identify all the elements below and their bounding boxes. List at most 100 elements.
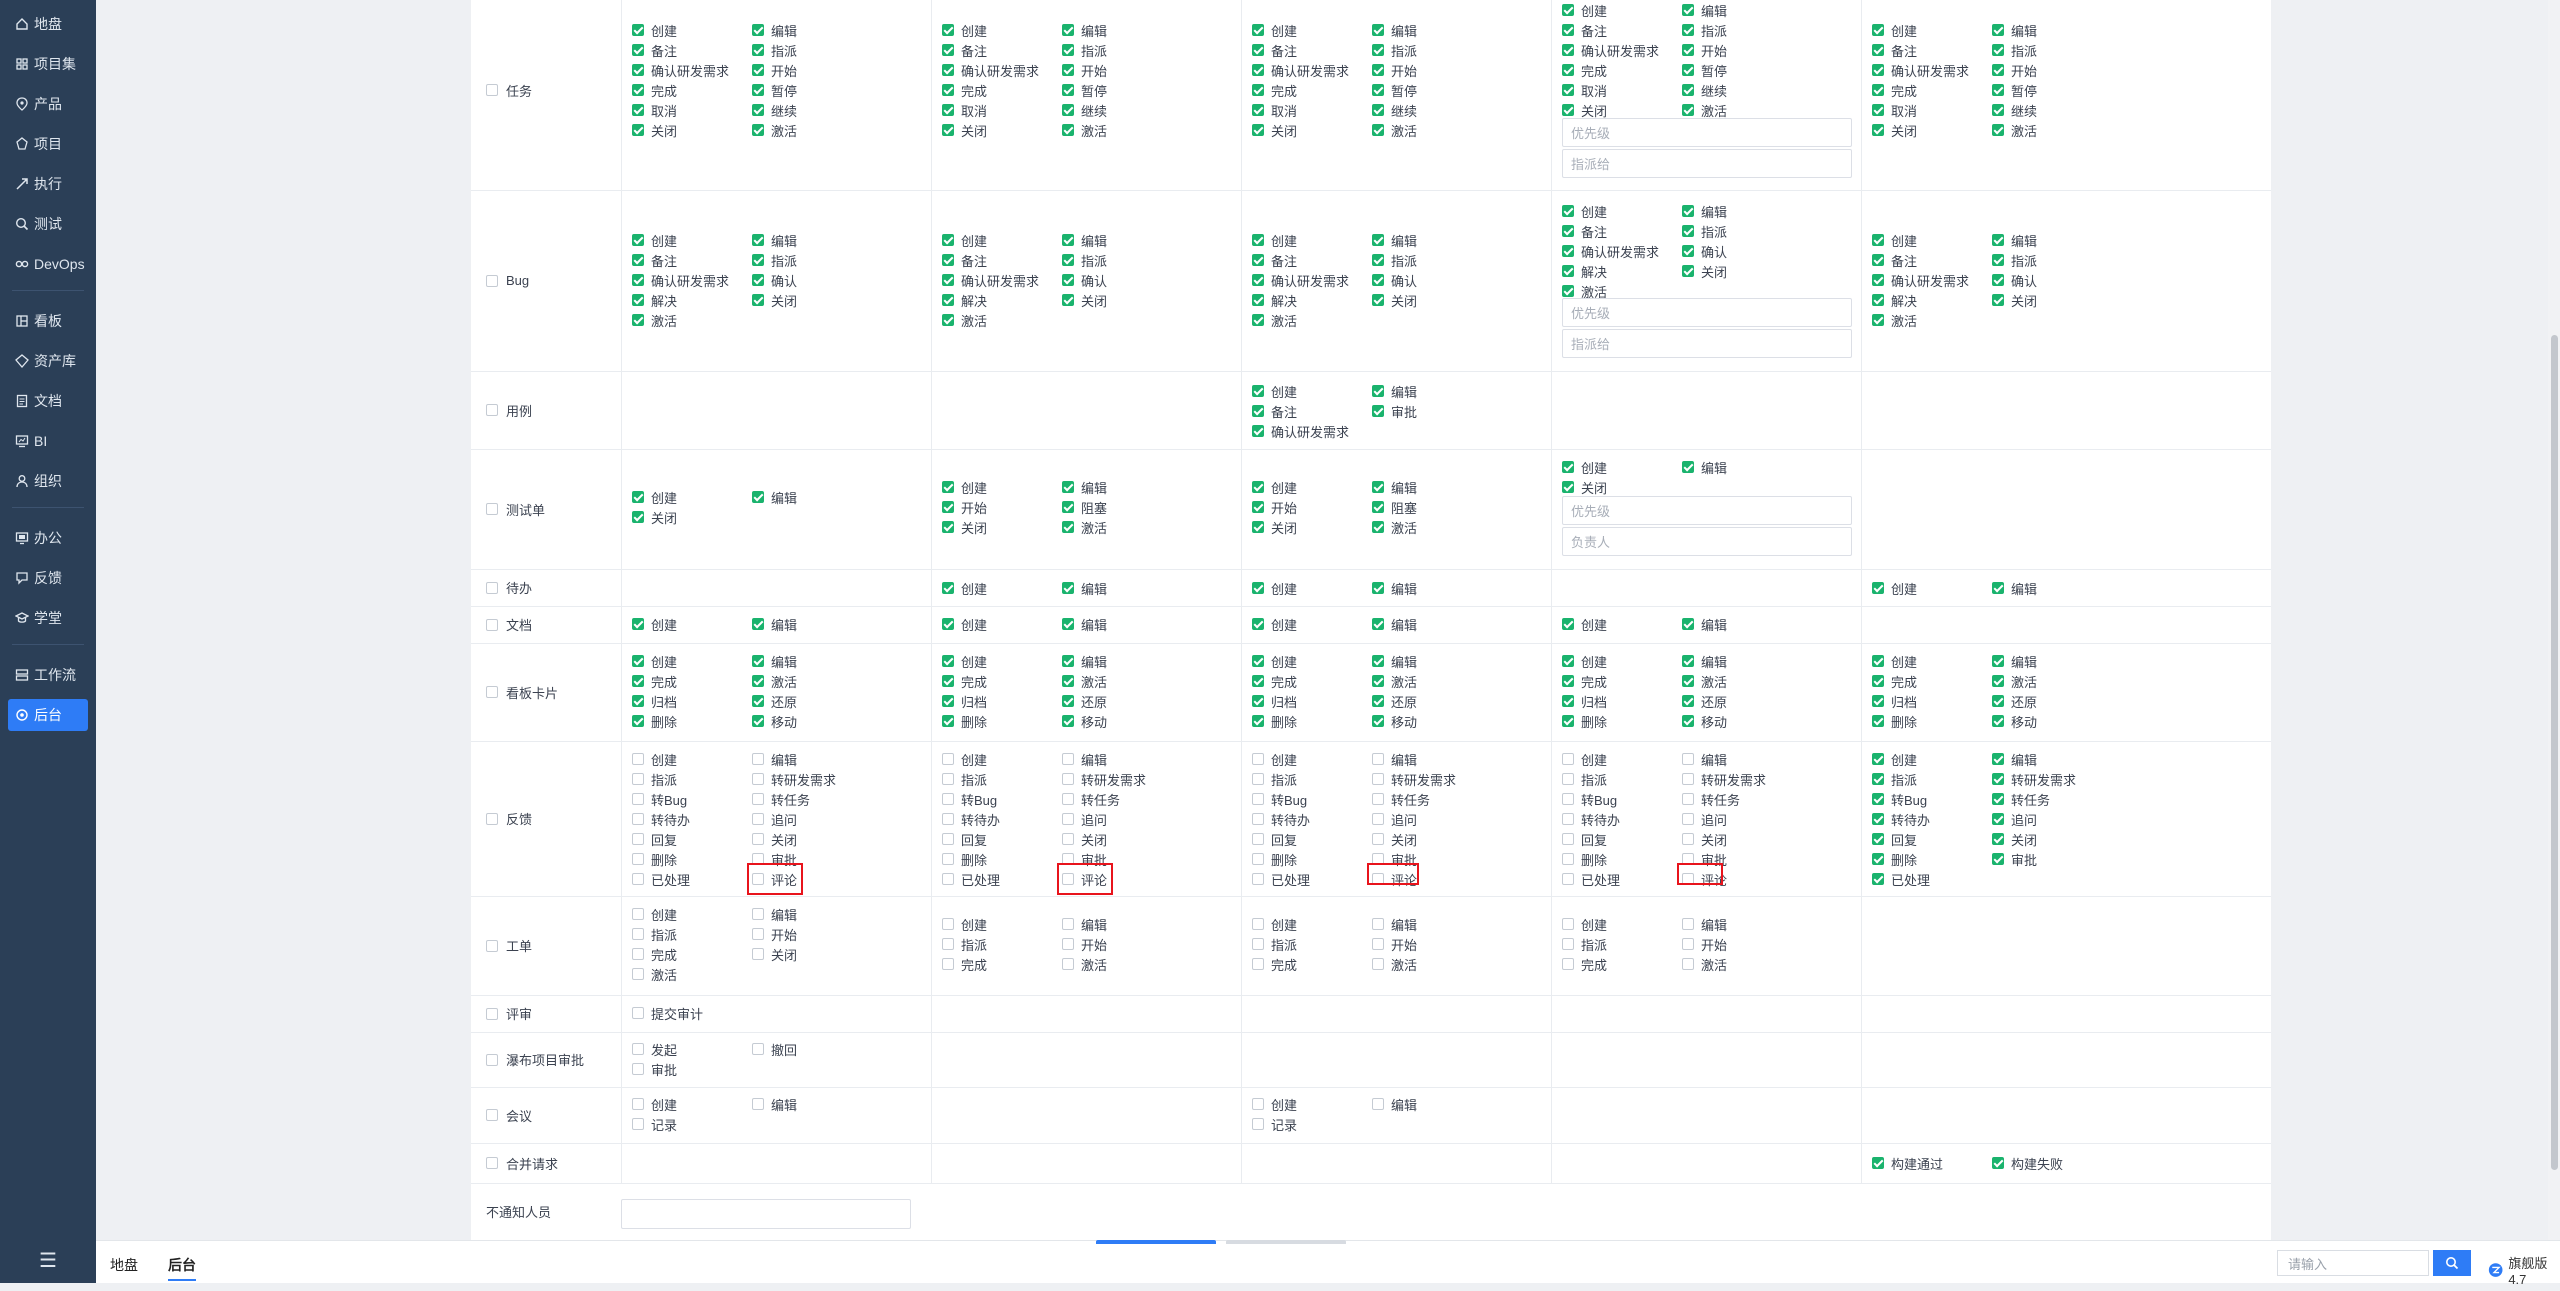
action-checkbox[interactable] xyxy=(1562,285,1574,297)
action-option[interactable]: 关闭 xyxy=(752,944,797,964)
action-checkbox[interactable] xyxy=(1992,655,2004,667)
action-checkbox[interactable] xyxy=(632,24,644,36)
row-select-checkbox[interactable] xyxy=(486,1109,498,1121)
action-option[interactable]: 完成 xyxy=(1252,954,1297,974)
action-option[interactable]: 编辑 xyxy=(1062,477,1107,497)
row-select-checkbox[interactable] xyxy=(486,939,498,952)
action-option[interactable]: 解决 xyxy=(942,290,987,310)
action-option[interactable]: 指派 xyxy=(752,250,797,270)
action-option[interactable]: 开始 xyxy=(1062,60,1107,80)
action-checkbox[interactable] xyxy=(1252,813,1264,825)
action-checkbox[interactable] xyxy=(1992,582,2004,594)
action-option[interactable]: 激活 xyxy=(1372,671,1417,691)
action-checkbox[interactable] xyxy=(942,715,954,727)
action-option[interactable]: 完成 xyxy=(942,954,987,974)
action-checkbox[interactable] xyxy=(1682,64,1694,76)
action-checkbox[interactable] xyxy=(1252,294,1264,306)
action-option[interactable]: 转任务 xyxy=(1062,789,1120,809)
action-option[interactable]: 关闭 xyxy=(1372,290,1417,310)
action-checkbox[interactable] xyxy=(752,1098,764,1110)
action-checkbox[interactable] xyxy=(1372,715,1384,727)
action-checkbox[interactable] xyxy=(752,753,764,765)
action-checkbox[interactable] xyxy=(942,24,954,36)
action-checkbox[interactable] xyxy=(752,675,764,687)
action-option[interactable]: 关闭 xyxy=(632,120,677,140)
action-option[interactable]: 撤回 xyxy=(752,1039,797,1059)
action-option[interactable]: 关闭 xyxy=(1562,477,1607,497)
action-option[interactable]: 追问 xyxy=(1682,809,1727,829)
sidebar-item-devops[interactable]: DevOps xyxy=(8,248,88,280)
sidebar-item-office[interactable]: 办公 xyxy=(8,522,88,554)
row-label[interactable]: 反馈 xyxy=(471,741,621,896)
action-checkbox[interactable] xyxy=(942,793,954,805)
action-option[interactable]: 编辑 xyxy=(1992,651,2037,671)
action-checkbox[interactable] xyxy=(752,948,764,960)
action-option[interactable]: 开始 xyxy=(1372,934,1417,954)
action-option[interactable]: 备注 xyxy=(1252,250,1297,270)
action-checkbox[interactable] xyxy=(632,753,644,765)
action-option[interactable]: 创建 xyxy=(942,614,987,634)
action-checkbox[interactable] xyxy=(1062,521,1074,533)
action-checkbox[interactable] xyxy=(1872,853,1884,865)
action-option[interactable]: 开始 xyxy=(752,60,797,80)
action-checkbox[interactable] xyxy=(632,833,644,845)
action-checkbox[interactable] xyxy=(1562,675,1574,687)
action-option[interactable]: 创建 xyxy=(1562,457,1607,477)
action-option[interactable]: 编辑 xyxy=(1682,614,1727,634)
action-checkbox[interactable] xyxy=(752,655,764,667)
action-checkbox[interactable] xyxy=(1682,245,1694,257)
action-checkbox[interactable] xyxy=(1992,793,2004,805)
row-label[interactable]: 瀑布项目审批 xyxy=(471,1032,621,1087)
action-checkbox[interactable] xyxy=(752,873,764,885)
action-checkbox[interactable] xyxy=(752,64,764,76)
action-option[interactable]: 关闭 xyxy=(1372,829,1417,849)
action-option[interactable]: 编辑 xyxy=(1372,477,1417,497)
action-checkbox[interactable] xyxy=(1872,294,1884,306)
action-checkbox[interactable] xyxy=(1682,104,1694,116)
action-option[interactable]: 创建 xyxy=(942,914,987,934)
action-checkbox[interactable] xyxy=(632,873,644,885)
action-checkbox[interactable] xyxy=(942,675,954,687)
action-checkbox[interactable] xyxy=(1992,833,2004,845)
action-option[interactable]: 编辑 xyxy=(1062,20,1107,40)
sidebar-item-project[interactable]: 项目 xyxy=(8,128,88,160)
action-checkbox[interactable] xyxy=(942,618,954,630)
action-option[interactable]: 创建 xyxy=(632,1094,677,1114)
action-checkbox[interactable] xyxy=(942,853,954,865)
action-option[interactable]: 指派 xyxy=(1992,40,2037,60)
action-checkbox[interactable] xyxy=(632,254,644,266)
action-checkbox[interactable] xyxy=(1562,938,1574,950)
action-checkbox[interactable] xyxy=(1992,254,2004,266)
action-checkbox[interactable] xyxy=(1372,918,1384,930)
action-checkbox[interactable] xyxy=(1872,695,1884,707)
action-option[interactable]: 确认研发需求 xyxy=(1252,421,1349,441)
action-checkbox[interactable] xyxy=(752,294,764,306)
action-checkbox[interactable] xyxy=(752,1043,764,1055)
action-option[interactable]: 继续 xyxy=(1992,100,2037,120)
action-option[interactable]: 编辑 xyxy=(1992,230,2037,250)
action-checkbox[interactable] xyxy=(752,773,764,785)
action-checkbox[interactable] xyxy=(942,655,954,667)
menu-icon[interactable]: ☰ xyxy=(39,1250,57,1272)
action-option[interactable]: 激活 xyxy=(752,120,797,140)
action-option[interactable]: 编辑 xyxy=(1682,457,1727,477)
action-checkbox[interactable] xyxy=(1992,715,2004,727)
action-option[interactable]: 回复 xyxy=(1562,829,1607,849)
action-checkbox[interactable] xyxy=(942,104,954,116)
action-option[interactable]: 指派 xyxy=(1252,934,1297,954)
row-label[interactable]: 文档 xyxy=(471,606,621,643)
action-option[interactable]: 转待办 xyxy=(1872,809,1930,829)
action-checkbox[interactable] xyxy=(1062,793,1074,805)
action-option[interactable]: 审批 xyxy=(1682,849,1727,869)
action-checkbox[interactable] xyxy=(942,501,954,513)
row-select-checkbox[interactable] xyxy=(486,1007,498,1020)
action-checkbox[interactable] xyxy=(1062,254,1074,266)
action-checkbox[interactable] xyxy=(1372,24,1384,36)
action-checkbox[interactable] xyxy=(942,124,954,136)
action-checkbox[interactable] xyxy=(1562,793,1574,805)
action-option[interactable]: 创建 xyxy=(1252,914,1297,934)
action-checkbox[interactable] xyxy=(1372,618,1384,630)
action-option[interactable]: 创建 xyxy=(942,749,987,769)
action-option[interactable]: 还原 xyxy=(1992,691,2037,711)
action-option[interactable]: 开始 xyxy=(752,924,797,944)
